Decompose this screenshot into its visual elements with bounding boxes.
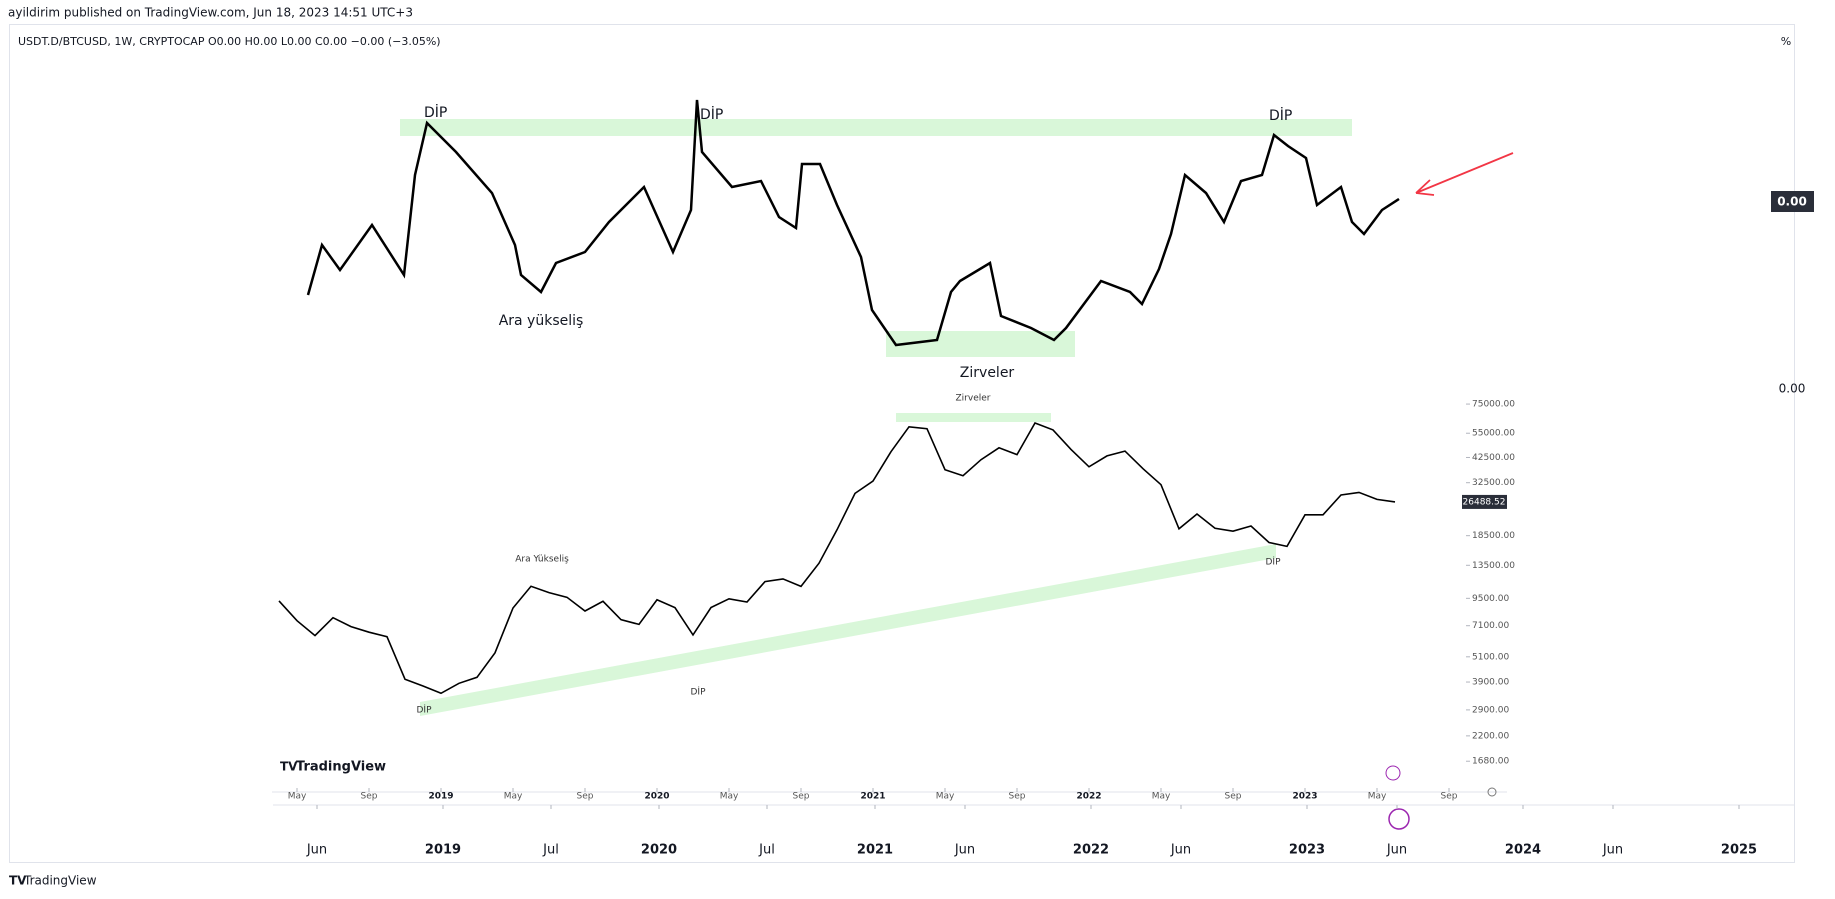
x-tick-label: 2022 (1076, 792, 1101, 802)
x-tick-label: Jun (1170, 843, 1191, 858)
y-tick-label: 3900.00 (1472, 678, 1509, 688)
x-tick-label: Sep (793, 792, 810, 802)
x-tick-label: Jul (542, 843, 559, 858)
ratio-candles (306, 99, 1400, 347)
x-tick-label: 2019 (428, 792, 453, 802)
x-tick-label: 2022 (1073, 843, 1109, 858)
y-tick-label: 42500.00 (1472, 453, 1515, 463)
x-tick-label: Sep (361, 792, 378, 802)
y-tick-label: 55000.00 (1472, 429, 1515, 439)
x-tick-label: May (936, 792, 955, 802)
x-tick-label: 2019 (425, 843, 461, 858)
x-tick-label: 2024 (1505, 843, 1541, 858)
arrow (1415, 152, 1514, 196)
symbol-line: USDT.D/BTCUSD, 1W, CRYPTOCAP O0.00 H0.00… (18, 35, 441, 48)
x-tick-label: Jun (1386, 843, 1407, 858)
logo: TV (280, 760, 298, 774)
inset-chart: Zirveler Ara Yükseliş DİP DİP DİP Tradin… (272, 394, 1515, 802)
annotation: Ara Yükseliş (515, 555, 569, 565)
x-tick-label: 2023 (1289, 843, 1325, 858)
last-price-tag (1462, 494, 1507, 509)
event-icon[interactable] (1385, 765, 1401, 781)
y-tick-label: 2900.00 (1472, 705, 1509, 715)
scale-label: 0.00 (1779, 382, 1806, 396)
annotation: DİP (424, 103, 447, 121)
y-tick-label: 18500.00 (1472, 531, 1515, 541)
y-tick-label: 32500.00 (1472, 478, 1515, 488)
x-tick-label: 2023 (1292, 792, 1317, 802)
y-tick-label: 7100.00 (1472, 621, 1509, 631)
x-tick-label: 2020 (644, 792, 669, 802)
x-tick-label: May (1368, 792, 1387, 802)
highlight-band (896, 413, 1051, 422)
trend-band (420, 544, 1276, 716)
x-tick-label: Sep (1441, 792, 1458, 802)
last-price-label: 26488.52 (1463, 497, 1506, 507)
y-tick-label: 75000.00 (1472, 400, 1515, 410)
footer-logo: TV (9, 874, 27, 888)
x-tick-label: Sep (1225, 792, 1242, 802)
scale-unit: % (1781, 35, 1791, 48)
footer-branding: TradingView (23, 874, 97, 888)
annotation: DİP (700, 105, 723, 123)
x-tick-label: May (1152, 792, 1171, 802)
annotation: DİP (690, 687, 706, 698)
annotation: DİP (416, 705, 432, 716)
x-tick-label: Jun (306, 843, 327, 858)
x-tick-label: 2021 (860, 792, 885, 802)
x-tick-label: May (720, 792, 739, 802)
x-tick-label: 2021 (857, 843, 893, 858)
y-tick-label: 5100.00 (1472, 652, 1509, 662)
x-tick-label: May (504, 792, 523, 802)
x-tick-label: 2020 (641, 843, 677, 858)
x-tick-label: Jun (1602, 843, 1623, 858)
publish-header: ayildirim published on TradingView.com, … (8, 6, 413, 20)
annotation: Ara yükseliş (499, 313, 584, 329)
highlight-band (400, 119, 1352, 136)
branding: TradingView (296, 760, 386, 775)
x-tick-label: Sep (1009, 792, 1026, 802)
annotation: Zirveler (960, 365, 1015, 381)
annotation: DİP (1265, 557, 1281, 568)
y-tick-label: 1680.00 (1472, 757, 1509, 767)
price-tag-label: 0.00 (1777, 195, 1807, 209)
annotation: Zirveler (956, 394, 991, 404)
event-icon[interactable] (1388, 808, 1410, 830)
y-tick-label: 13500.00 (1472, 561, 1515, 571)
x-tick-label: Sep (577, 792, 594, 802)
chart-frame (9, 24, 1795, 863)
x-tick-label: Jul (758, 843, 775, 858)
x-tick-label: 2025 (1721, 843, 1757, 858)
settings-icon[interactable] (1487, 787, 1497, 797)
x-tick-label: May (288, 792, 307, 802)
x-tick-label: Jun (954, 843, 975, 858)
y-tick-label: 9500.00 (1472, 594, 1509, 604)
price-tag (1771, 191, 1814, 212)
y-tick-label: 2200.00 (1472, 731, 1509, 741)
price-line (278, 422, 1396, 695)
annotation: DİP (1269, 106, 1292, 124)
